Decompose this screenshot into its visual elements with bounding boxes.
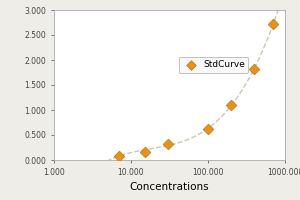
StdCurve <box>271 22 275 26</box>
StdCurve <box>229 103 234 107</box>
Legend: StdCurve: StdCurve <box>178 57 248 73</box>
StdCurve <box>117 154 122 157</box>
StdCurve <box>142 150 147 153</box>
X-axis label: Concentrations: Concentrations <box>130 182 209 192</box>
StdCurve <box>206 127 210 131</box>
StdCurve <box>252 67 257 71</box>
StdCurve <box>165 142 170 146</box>
